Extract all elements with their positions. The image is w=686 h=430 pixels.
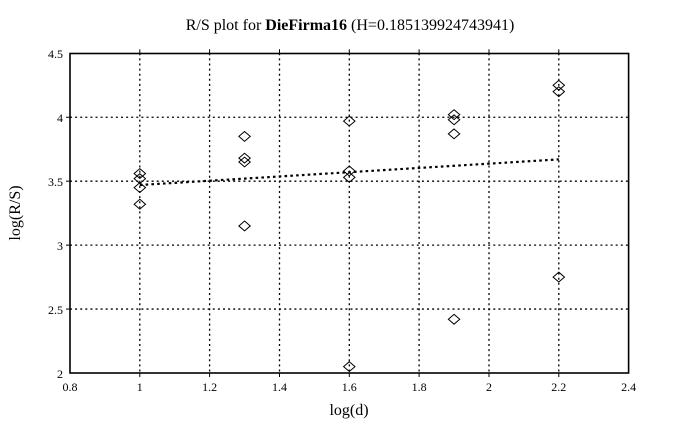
svg-text:2.5: 2.5 xyxy=(48,303,63,317)
svg-text:1.6: 1.6 xyxy=(342,380,357,394)
svg-text:1.4: 1.4 xyxy=(272,380,287,394)
svg-text:4.5: 4.5 xyxy=(48,47,63,61)
svg-text:log(R/S): log(R/S) xyxy=(7,185,24,240)
svg-text:1.2: 1.2 xyxy=(202,380,217,394)
svg-text:3.5: 3.5 xyxy=(48,175,63,189)
svg-text:R/S plot for DieFirma16 (H=0.1: R/S plot for DieFirma16 (H=0.18513992474… xyxy=(186,17,515,34)
svg-text:1: 1 xyxy=(137,380,143,394)
svg-text:3: 3 xyxy=(57,239,63,253)
svg-text:2.4: 2.4 xyxy=(621,380,636,394)
svg-text:2: 2 xyxy=(486,380,492,394)
svg-text:1.8: 1.8 xyxy=(412,380,427,394)
svg-text:0.8: 0.8 xyxy=(63,380,78,394)
svg-text:2: 2 xyxy=(57,367,63,381)
svg-text:2.2: 2.2 xyxy=(551,380,566,394)
svg-text:4: 4 xyxy=(57,111,63,125)
svg-text:log(d): log(d) xyxy=(329,402,368,419)
